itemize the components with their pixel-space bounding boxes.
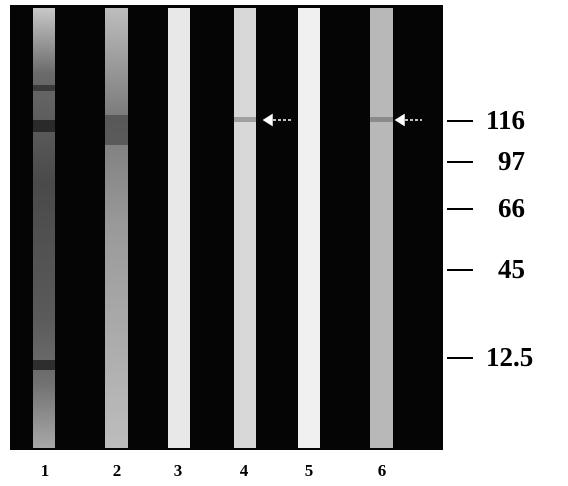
band [105,115,128,145]
band [33,360,55,370]
lane-label: 2 [113,461,122,480]
band [234,117,256,122]
lane-label: 4 [240,461,249,480]
marker-label: 97 [498,146,525,176]
lane-strip [33,8,55,448]
lane-strip [168,8,190,448]
lane-strip [234,8,256,448]
marker-label: 116 [486,105,525,135]
marker-label: 12.5 [486,342,533,372]
marker-group: 116 97 66 45 12.5 [447,105,533,372]
lane-label: 6 [378,461,387,480]
lane-labels: 1 2 3 4 5 6 [41,461,387,480]
marker-label: 45 [498,254,525,284]
lane-strip [298,8,320,448]
lane-label: 1 [41,461,50,480]
lane-strip [105,8,128,448]
lane-label: 5 [305,461,314,480]
marker-label: 66 [498,193,525,223]
band [370,117,393,122]
band [33,85,55,91]
lane-label: 3 [174,461,183,480]
lane-strip [370,8,393,448]
blot-figure: 11697664512.5 123456 [0,0,568,486]
band [33,120,55,132]
